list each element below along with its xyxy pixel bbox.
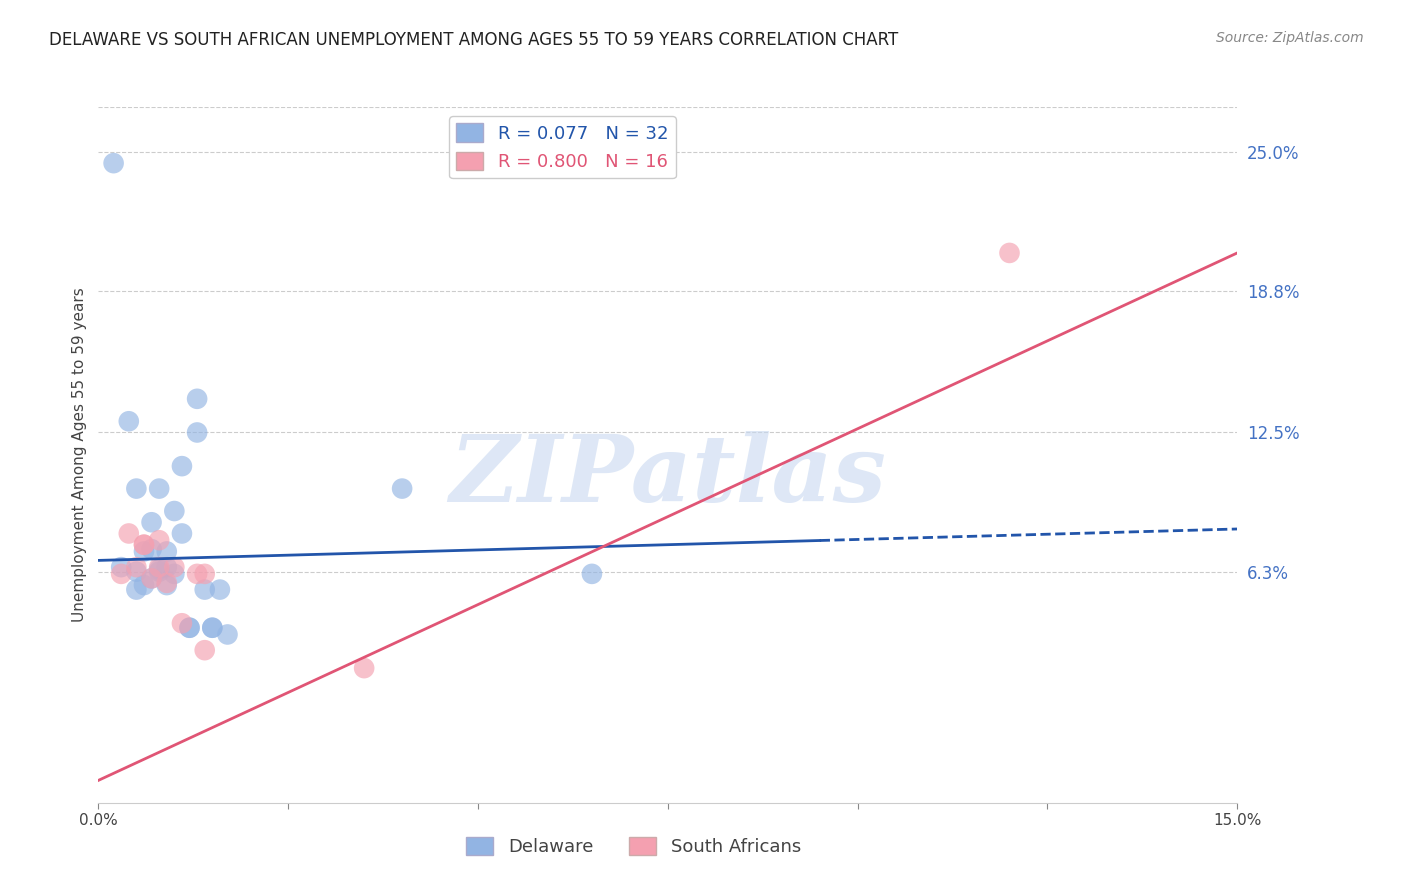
Point [194, 582, 217, 597]
Point [186, 392, 208, 406]
Text: Source: ZipAtlas.com: Source: ZipAtlas.com [1216, 31, 1364, 45]
Point [125, 560, 148, 574]
Point [998, 246, 1021, 260]
Point [217, 627, 239, 641]
Point [141, 542, 163, 557]
Legend: Delaware, South Africans: Delaware, South Africans [460, 830, 808, 863]
Point [201, 621, 224, 635]
Point [186, 566, 208, 581]
Point [170, 616, 193, 631]
Point [179, 621, 201, 635]
Point [163, 566, 186, 581]
Point [148, 565, 170, 579]
Point [186, 425, 208, 440]
Point [118, 526, 141, 541]
Point [141, 571, 163, 585]
Point [353, 661, 375, 675]
Point [391, 482, 413, 496]
Point [141, 515, 163, 529]
Point [156, 575, 179, 590]
Point [170, 459, 193, 474]
Point [170, 526, 193, 541]
Point [148, 533, 170, 548]
Point [110, 566, 132, 581]
Point [125, 565, 148, 579]
Point [125, 482, 148, 496]
Point [156, 578, 179, 592]
Point [156, 544, 179, 558]
Point [148, 482, 170, 496]
Point [194, 566, 217, 581]
Point [110, 560, 132, 574]
Point [132, 578, 155, 592]
Point [163, 560, 186, 574]
Point [148, 560, 170, 574]
Point [103, 156, 125, 170]
Point [208, 582, 231, 597]
Point [132, 538, 155, 552]
Point [141, 571, 163, 585]
Point [132, 538, 155, 552]
Point [201, 621, 224, 635]
Point [156, 560, 179, 574]
Point [194, 643, 217, 657]
Text: DELAWARE VS SOUTH AFRICAN UNEMPLOYMENT AMONG AGES 55 TO 59 YEARS CORRELATION CHA: DELAWARE VS SOUTH AFRICAN UNEMPLOYMENT A… [49, 31, 898, 49]
Point [179, 621, 201, 635]
Point [148, 562, 170, 576]
Point [163, 504, 186, 518]
Point [125, 582, 148, 597]
Point [118, 414, 141, 428]
Y-axis label: Unemployment Among Ages 55 to 59 years: Unemployment Among Ages 55 to 59 years [72, 287, 87, 623]
Text: ZIPatlas: ZIPatlas [450, 431, 886, 521]
Point [581, 566, 603, 581]
Point [132, 544, 155, 558]
